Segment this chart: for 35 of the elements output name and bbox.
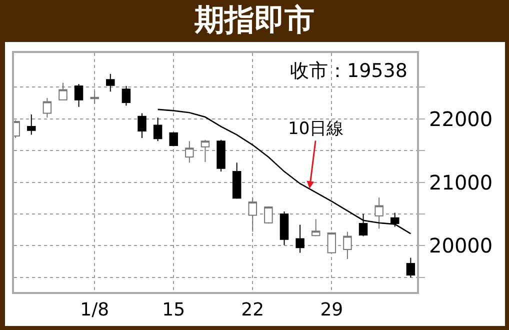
candlestick xyxy=(200,139,210,163)
candlestick xyxy=(27,114,36,136)
candlestick xyxy=(42,98,52,118)
candlestick xyxy=(327,232,336,254)
candlestick xyxy=(296,224,304,254)
candlestick xyxy=(374,197,384,230)
y-tick-label: 21000 xyxy=(429,170,493,194)
x-tick-label: 15 xyxy=(162,300,186,321)
candlestick xyxy=(232,162,242,200)
candlestick xyxy=(406,257,416,278)
candlestick xyxy=(58,82,68,100)
candlestick xyxy=(106,73,115,92)
candlestick xyxy=(248,198,258,232)
candlestick xyxy=(74,84,84,108)
annotation: 收市：19538 xyxy=(290,60,408,82)
y-tick-label: 22000 xyxy=(429,106,493,131)
candlestick xyxy=(90,90,99,104)
candlestick xyxy=(390,212,400,228)
x-tick-label: 1/8 xyxy=(80,300,110,321)
x-tick-label: 29 xyxy=(320,300,344,321)
chart-title: 期指即市 xyxy=(194,2,316,40)
candlestick xyxy=(185,140,194,164)
x-tick-label: 22 xyxy=(241,300,264,321)
candlestick xyxy=(264,206,273,224)
candlestick xyxy=(169,132,178,147)
line-series xyxy=(157,108,412,234)
candlestick xyxy=(138,112,146,138)
y-tick-label: 20000 xyxy=(429,234,493,258)
candlestick xyxy=(280,210,289,246)
candlestick xyxy=(216,139,226,172)
candlestick xyxy=(343,231,352,260)
candlestick xyxy=(311,218,320,237)
annotation: 10日線 xyxy=(288,119,344,139)
candlestick xyxy=(153,117,162,142)
candlestick xyxy=(122,85,131,106)
